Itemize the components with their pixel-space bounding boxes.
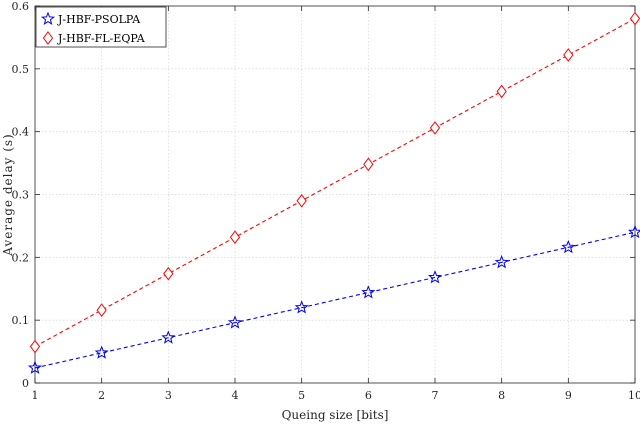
series-j-hbf-fl-eqpa [29, 11, 640, 354]
plot-area-frame [34, 5, 636, 384]
x-tick-label: 2 [98, 389, 105, 402]
diamond-marker [563, 48, 574, 62]
diamond-marker [229, 230, 241, 245]
x-tick-label: 7 [432, 389, 439, 402]
legend-label: J-HBF-FL-EQPA [57, 32, 146, 45]
legend: J-HBF-PSOLPA J-HBF-FL-EQPA [35, 6, 167, 48]
diamond-marker [429, 121, 441, 135]
x-tick-label: 1 [32, 389, 39, 402]
x-tick-label: 9 [565, 389, 572, 402]
series-line [34, 231, 636, 369]
y-tick-label: 0.3 [12, 189, 30, 202]
series-j-hbf-psolpa [27, 224, 640, 374]
x-axis-title: Queing size [bits] [282, 408, 389, 422]
x-tick-label: 8 [498, 389, 505, 402]
star-marker [40, 11, 56, 25]
y-axis-title: Average delay (s) [1, 133, 15, 256]
y-tick-label: 0.2 [12, 251, 30, 264]
series-line [34, 18, 636, 348]
y-tick-label: 0.1 [12, 314, 30, 327]
diamond-marker [296, 193, 307, 208]
diamond-marker [42, 31, 54, 45]
x-tick-label: 6 [365, 389, 372, 402]
x-tick-label: 3 [165, 389, 172, 402]
y-axis-ticks: 0 0.1 0.2 0.3 0.4 0.5 0.6 [12, 0, 635, 390]
x-axis-ticks: 1 2 3 4 5 6 7 8 9 10 [32, 6, 640, 402]
legend-label: J-HBF-PSOLPA [57, 13, 141, 26]
star-marker [27, 360, 43, 374]
star-marker [361, 285, 376, 299]
x-tick-label: 5 [298, 389, 305, 402]
star-marker [294, 300, 309, 314]
x-tick-label: 10 [628, 389, 640, 402]
legend-entries: J-HBF-PSOLPA J-HBF-FL-EQPA [40, 11, 146, 45]
star-marker [494, 254, 509, 269]
y-tick-label: 0.4 [12, 126, 30, 139]
x-tick-label: 4 [232, 389, 239, 402]
star-marker [227, 315, 243, 329]
grid [35, 6, 635, 383]
legend-box [35, 6, 167, 48]
star-marker [627, 224, 640, 239]
diamond-marker [629, 11, 640, 26]
legend-entry: J-HBF-FL-EQPA [42, 31, 146, 45]
series-layer [27, 11, 640, 374]
star-marker [561, 239, 576, 254]
diamond-marker [29, 339, 41, 354]
diamond-marker [496, 84, 507, 99]
diamond-marker [163, 266, 174, 281]
diamond-marker [96, 303, 107, 317]
star-marker [161, 330, 176, 344]
diamond-marker [363, 157, 374, 172]
y-tick-label: 0.6 [12, 0, 30, 13]
star-marker [94, 345, 109, 359]
legend-entry: J-HBF-PSOLPA [40, 11, 141, 26]
y-tick-label: 0.5 [12, 63, 30, 76]
y-tick-label: 0 [22, 377, 29, 390]
star-marker [427, 270, 443, 284]
